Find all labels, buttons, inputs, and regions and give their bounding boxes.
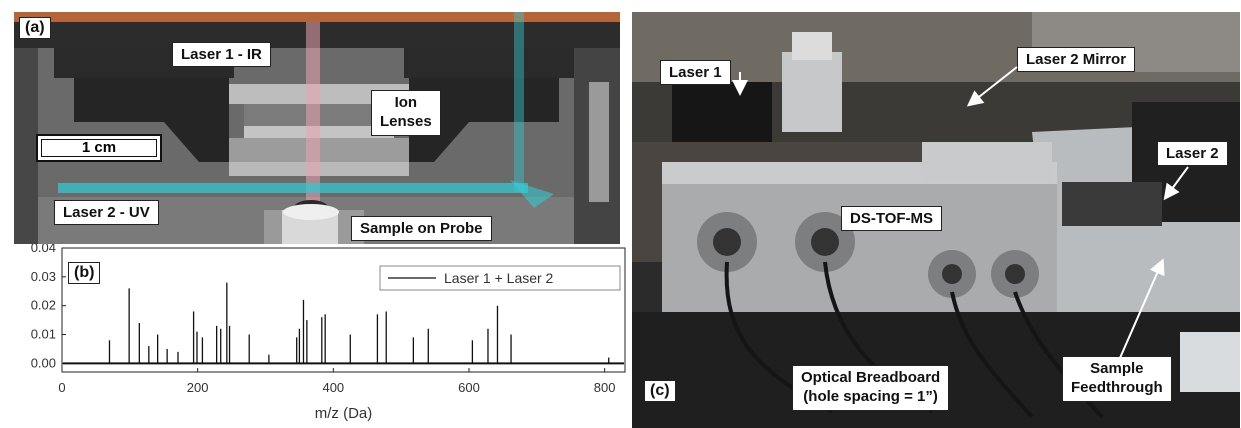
- x-tick-label: 800: [594, 380, 616, 395]
- x-tick-label: 200: [187, 380, 209, 395]
- optical-breadboard-label: Optical Breadboard (hole spacing = 1”): [792, 365, 950, 411]
- x-tick-label: 600: [458, 380, 480, 395]
- y-tick-label: 0.02: [31, 298, 56, 313]
- callout-arrows: [732, 66, 1189, 359]
- x-axis-label: m/z (Da): [315, 405, 373, 422]
- y-tick-label: 0.01: [31, 327, 56, 342]
- y-tick-label: 0.00: [31, 355, 56, 370]
- breadboard-line2: (hole spacing = 1”): [803, 387, 938, 405]
- ion-lenses-line2: Lenses: [380, 112, 432, 130]
- mirror-arrow: [966, 66, 1018, 107]
- laser2-label: Laser 2: [1157, 141, 1228, 167]
- ir-beam: [306, 22, 320, 212]
- laser2-mirror-label: Laser 2 Mirror: [1017, 47, 1136, 73]
- breadboard-line1: Optical Breadboard: [801, 369, 941, 386]
- panel-a-letter: (a): [19, 17, 51, 39]
- ion-lenses-label: Ion Lenses: [371, 90, 441, 136]
- plot-frame: [61, 247, 626, 373]
- chamber-cross-section: [14, 12, 620, 244]
- feedthrough-line1: Sample: [1090, 360, 1144, 377]
- chart-axes: 0 200 400 600 800 0.00 0.01 0.02 0.03 0.04 m/z (Da…: [31, 244, 626, 422]
- uv-beam: [58, 183, 528, 193]
- panel-a-chamber-photo: (a) Laser 1 - IR Ion Lenses 1 cm Laser 2…: [14, 12, 620, 244]
- chart-legend: Laser 1 + Laser 2: [379, 265, 621, 291]
- feedthrough-arrow: [1119, 258, 1165, 359]
- laser2-uv-label: Laser 2 - UV: [54, 200, 159, 226]
- y-tick-label: 0.03: [31, 269, 56, 284]
- y-tick-label: 0.04: [31, 244, 56, 255]
- scale-bar-label: 1 cm: [41, 139, 157, 157]
- x-tick-label: 400: [322, 380, 344, 395]
- panel-c-setup-photo: Laser 1 Laser 2 Mirror Laser 2 DS-TOF-MS…: [632, 12, 1240, 428]
- instrument-label: DS-TOF-MS: [841, 206, 943, 232]
- x-tick-label: 0: [58, 380, 65, 395]
- feedthrough-line2: Feedthrough: [1071, 378, 1163, 396]
- laser2-arrow: [1163, 166, 1189, 201]
- panel-c-letter: (c): [644, 380, 676, 402]
- sample-on-probe-label: Sample on Probe: [351, 216, 492, 242]
- sample-feedthrough-label: Sample Feedthrough: [1062, 356, 1172, 402]
- legend-label: Laser 1 + Laser 2: [444, 270, 554, 286]
- laser1-label: Laser 1: [660, 60, 731, 86]
- scale-bar: 1 cm: [36, 134, 162, 162]
- spectrum-series: [63, 282, 624, 365]
- laser1-ir-label: Laser 1 - IR: [172, 42, 271, 68]
- mass-spectrum-chart: 0 200 400 600 800 0.00 0.01 0.02 0.03 0.04 m/z (Da…: [31, 244, 626, 422]
- panel-b-letter: (b): [68, 262, 101, 284]
- ion-lenses-line1: Ion: [394, 94, 418, 111]
